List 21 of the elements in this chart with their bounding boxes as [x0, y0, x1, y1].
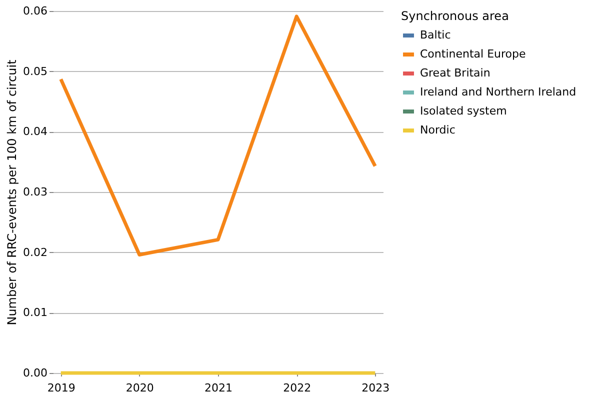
legend-label: Baltic — [420, 28, 451, 42]
legend-label: Nordic — [420, 124, 456, 136]
x-tick-label: 2019 — [47, 382, 76, 394]
legend-label: Continental Europe — [420, 48, 526, 60]
x-tick-label: 2022 — [283, 382, 312, 394]
x-tick-label: 2023 — [362, 382, 390, 394]
x-tick-label: 2021 — [204, 382, 232, 394]
line-series — [59, 14, 377, 256]
y-tick-label: 0.02 — [23, 246, 48, 259]
legend-title: Synchronous area — [401, 9, 509, 23]
y-tick-label: 0.05 — [23, 64, 48, 78]
legend-label: Isolated system — [420, 104, 507, 118]
x-tick-label: 2020 — [126, 382, 154, 394]
y-tick-label: 0.00 — [23, 366, 48, 380]
y-tick-label: 0.06 — [23, 4, 48, 18]
y-tick-label: 0.03 — [23, 186, 48, 198]
y-tick-label: 0.04 — [23, 125, 48, 138]
legend-label: Great Britain — [420, 66, 490, 80]
y-tick-label: 0.01 — [23, 306, 48, 320]
legend-label: Ireland and Northern Ireland — [420, 86, 576, 98]
y-axis-title: Number of RRC-events per 100 km of circuit — [5, 59, 20, 326]
